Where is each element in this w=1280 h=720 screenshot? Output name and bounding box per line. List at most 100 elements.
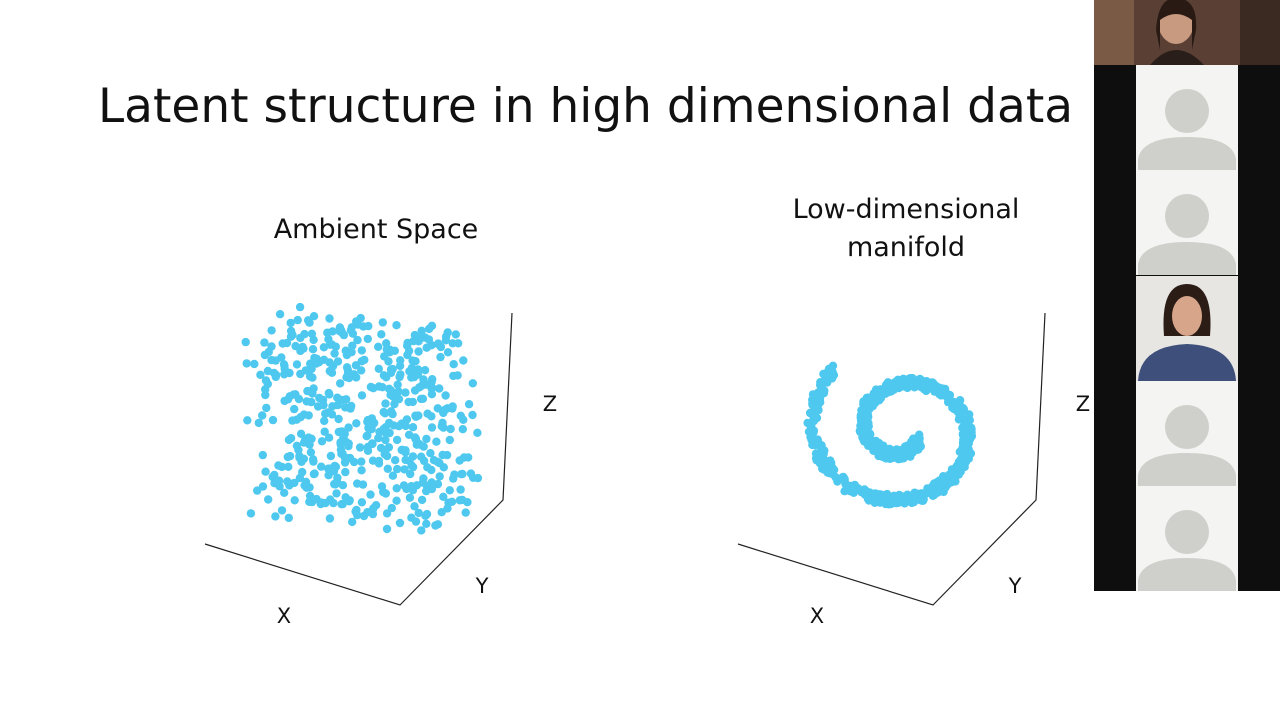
point (308, 345, 318, 354)
point (387, 503, 396, 513)
point (461, 508, 470, 517)
point (332, 489, 341, 498)
point (290, 496, 299, 505)
point (808, 440, 817, 449)
participant-tile[interactable] (1136, 486, 1238, 591)
point (392, 435, 402, 445)
point (357, 457, 366, 466)
point (277, 353, 286, 362)
point (439, 423, 448, 432)
point (277, 462, 287, 472)
avatar-body (1138, 242, 1236, 275)
point (267, 355, 276, 365)
point (414, 347, 423, 356)
point (864, 422, 873, 431)
point (355, 443, 365, 452)
point (395, 361, 405, 371)
point (384, 443, 394, 452)
point (937, 484, 946, 493)
point (395, 518, 405, 528)
point (333, 393, 342, 402)
point (464, 400, 474, 409)
participant-tile[interactable] (1136, 381, 1238, 486)
point (466, 469, 476, 478)
point (243, 416, 252, 425)
point (374, 433, 383, 443)
point (264, 347, 273, 357)
point (880, 490, 890, 500)
point (427, 423, 437, 432)
point (435, 384, 444, 393)
point (271, 512, 280, 521)
speaker-hair (1156, 0, 1197, 50)
point (884, 500, 894, 509)
point (405, 493, 415, 502)
point (377, 330, 386, 339)
point (301, 435, 310, 444)
point (411, 412, 421, 421)
point (336, 379, 345, 388)
point (310, 469, 319, 478)
point (443, 504, 452, 513)
point (445, 486, 454, 495)
point (374, 364, 383, 373)
point (284, 435, 294, 445)
point (353, 479, 362, 488)
point (378, 318, 387, 327)
point (284, 462, 293, 471)
point (354, 320, 363, 329)
point (320, 427, 329, 436)
point (381, 435, 390, 445)
point (829, 370, 839, 380)
point (366, 490, 375, 499)
plot-title: Ambient Space (274, 214, 479, 245)
point (379, 371, 389, 380)
point (456, 485, 465, 494)
point (441, 391, 450, 400)
participant-tile[interactable] (1136, 276, 1238, 381)
point (860, 485, 869, 494)
point (280, 396, 289, 406)
point (275, 482, 284, 491)
point (337, 500, 346, 509)
axis-label-y: Y (475, 574, 489, 598)
point (431, 521, 440, 530)
point (357, 391, 367, 400)
point (385, 348, 394, 357)
point (357, 346, 366, 355)
point (408, 452, 418, 461)
axis-lines (737, 312, 1046, 606)
point (900, 375, 909, 384)
point (311, 359, 321, 368)
point (392, 496, 401, 505)
avatar-head (1165, 510, 1209, 554)
point (903, 450, 913, 459)
point (459, 356, 468, 365)
point (340, 429, 349, 439)
point (344, 442, 353, 451)
active-speaker-video[interactable] (1094, 0, 1280, 65)
point (297, 457, 306, 466)
point (442, 450, 452, 460)
point (320, 416, 329, 426)
point (386, 368, 396, 378)
point (931, 385, 940, 394)
point (319, 343, 329, 352)
point (458, 495, 467, 505)
point (353, 510, 362, 520)
point (271, 372, 280, 382)
point (327, 466, 336, 475)
point (958, 447, 967, 456)
point (404, 430, 414, 439)
point (285, 481, 294, 490)
point (960, 462, 969, 471)
participant-tile[interactable] (1136, 170, 1238, 275)
point (262, 403, 271, 413)
point (422, 434, 431, 444)
participant-tile[interactable] (1136, 65, 1238, 170)
point (242, 359, 251, 368)
point (250, 359, 259, 369)
axis-label-y: Y (1008, 574, 1022, 598)
point (435, 472, 444, 481)
